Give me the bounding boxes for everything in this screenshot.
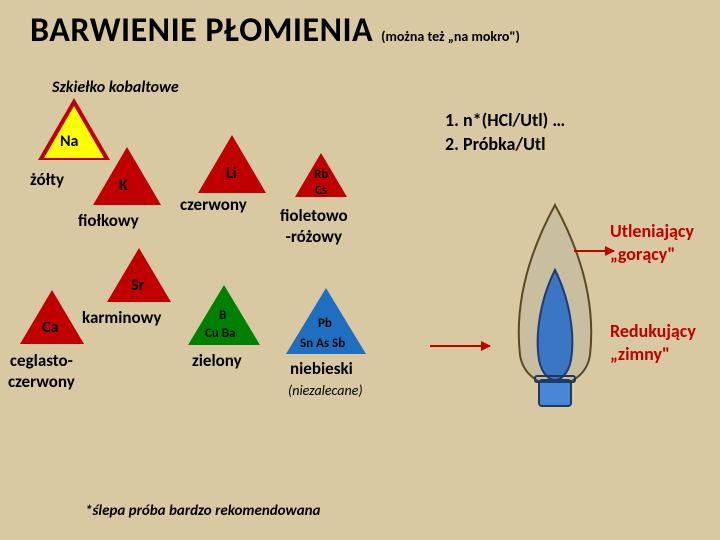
triangle-pb-symbol: Pb xyxy=(318,316,332,331)
beaker-rect xyxy=(539,380,571,406)
footnote: *ślepa próba bardzo rekomendowana xyxy=(85,502,320,520)
arrow-cold xyxy=(430,345,490,347)
triangle-bcuba-color: zielony xyxy=(192,350,242,371)
triangle-cs-symbol: Cs xyxy=(315,183,327,198)
triangle-sr-symbol: Sr xyxy=(131,276,144,295)
list-item-2: 2. Próbka/Utl xyxy=(445,132,565,156)
triangle-pb-color: niebieski xyxy=(290,358,353,379)
triangle-pb-note: (niezalecane) xyxy=(288,382,363,399)
arrow-hot xyxy=(574,250,614,252)
triangle-rbcs-color: fioletowo -różowy xyxy=(280,205,348,247)
list-item-1: 1. n*(HCl/Utl) … xyxy=(445,108,565,132)
triangle-na-color: żółty xyxy=(30,169,64,190)
triangle-ca-symbol: Ca xyxy=(42,318,58,337)
flame-diagram xyxy=(495,200,615,415)
procedure-list: 1. n*(HCl/Utl) … 2. Próbka/Utl xyxy=(445,108,565,157)
triangle-cuba-symbol: Cu Ba xyxy=(205,326,236,341)
triangle-rb-symbol: Rb xyxy=(314,167,328,182)
triangle-b-symbol: B xyxy=(219,308,226,323)
triangle-k-symbol: K xyxy=(119,176,128,195)
triangle-snassb-symbol: Sn As Sb xyxy=(300,336,345,351)
title-main: BARWIENIE PŁOMIENIA xyxy=(30,10,373,51)
subheader: Szkiełko kobaltowe xyxy=(52,78,179,97)
title-sub: (można też „na mokro") xyxy=(381,28,520,45)
triangle-sr-color: karminowy xyxy=(82,307,161,328)
label-hot: Utleniający „gorący" xyxy=(610,220,694,265)
triangle-li-color: czerwony xyxy=(180,194,247,215)
label-cold: Redukujący „zimny" xyxy=(610,320,696,365)
triangle-na-symbol: Na xyxy=(60,132,78,151)
triangle-li-symbol: Li xyxy=(226,164,237,183)
triangle-ca-color: ceglasto- czerwony xyxy=(8,350,75,392)
flame-svg xyxy=(495,200,615,410)
title-row: BARWIENIE PŁOMIENIA (można też „na mokro… xyxy=(30,10,520,51)
triangle-k-color: fiołkowy xyxy=(78,210,139,231)
